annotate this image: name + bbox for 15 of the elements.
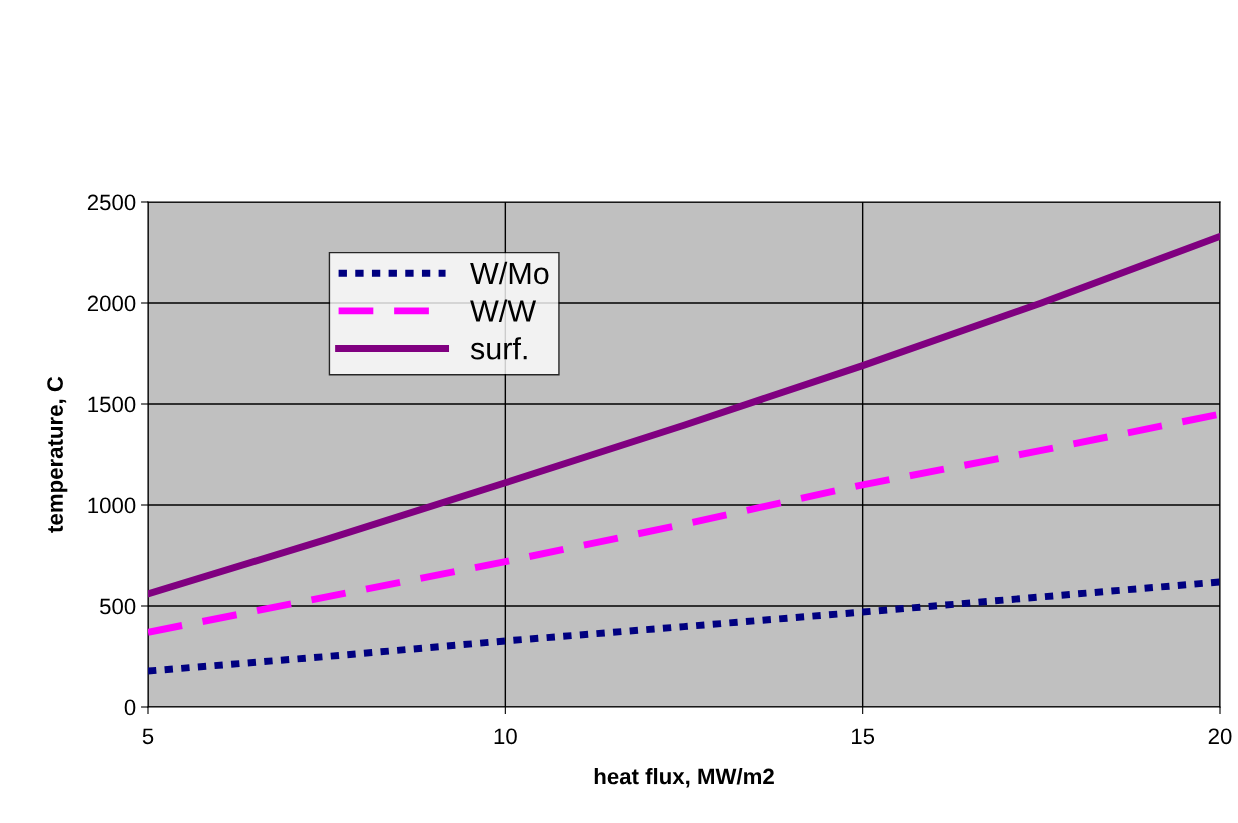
x-axis-title: heat flux, MW/m2 (594, 767, 774, 788)
y-tick-label: 500 (100, 598, 136, 615)
y-tick-label: 1500 (88, 396, 136, 413)
y-axis-title: temperature, C (47, 376, 68, 533)
x-tick-label: 20 (1208, 728, 1232, 745)
x-tick-label: 15 (852, 728, 875, 745)
y-tick-label: 2000 (87, 295, 136, 312)
y-tick-label: 0 (124, 699, 136, 716)
legend-label: W/Mo (470, 261, 549, 285)
legend-label: surf. (470, 337, 527, 360)
x-tick-label: 5 (142, 728, 154, 745)
y-tick-label: 1000 (88, 497, 136, 514)
legend-label: W/W (470, 299, 537, 322)
y-tick-label: 2500 (87, 194, 136, 211)
x-tick-label: 10 (494, 728, 517, 745)
